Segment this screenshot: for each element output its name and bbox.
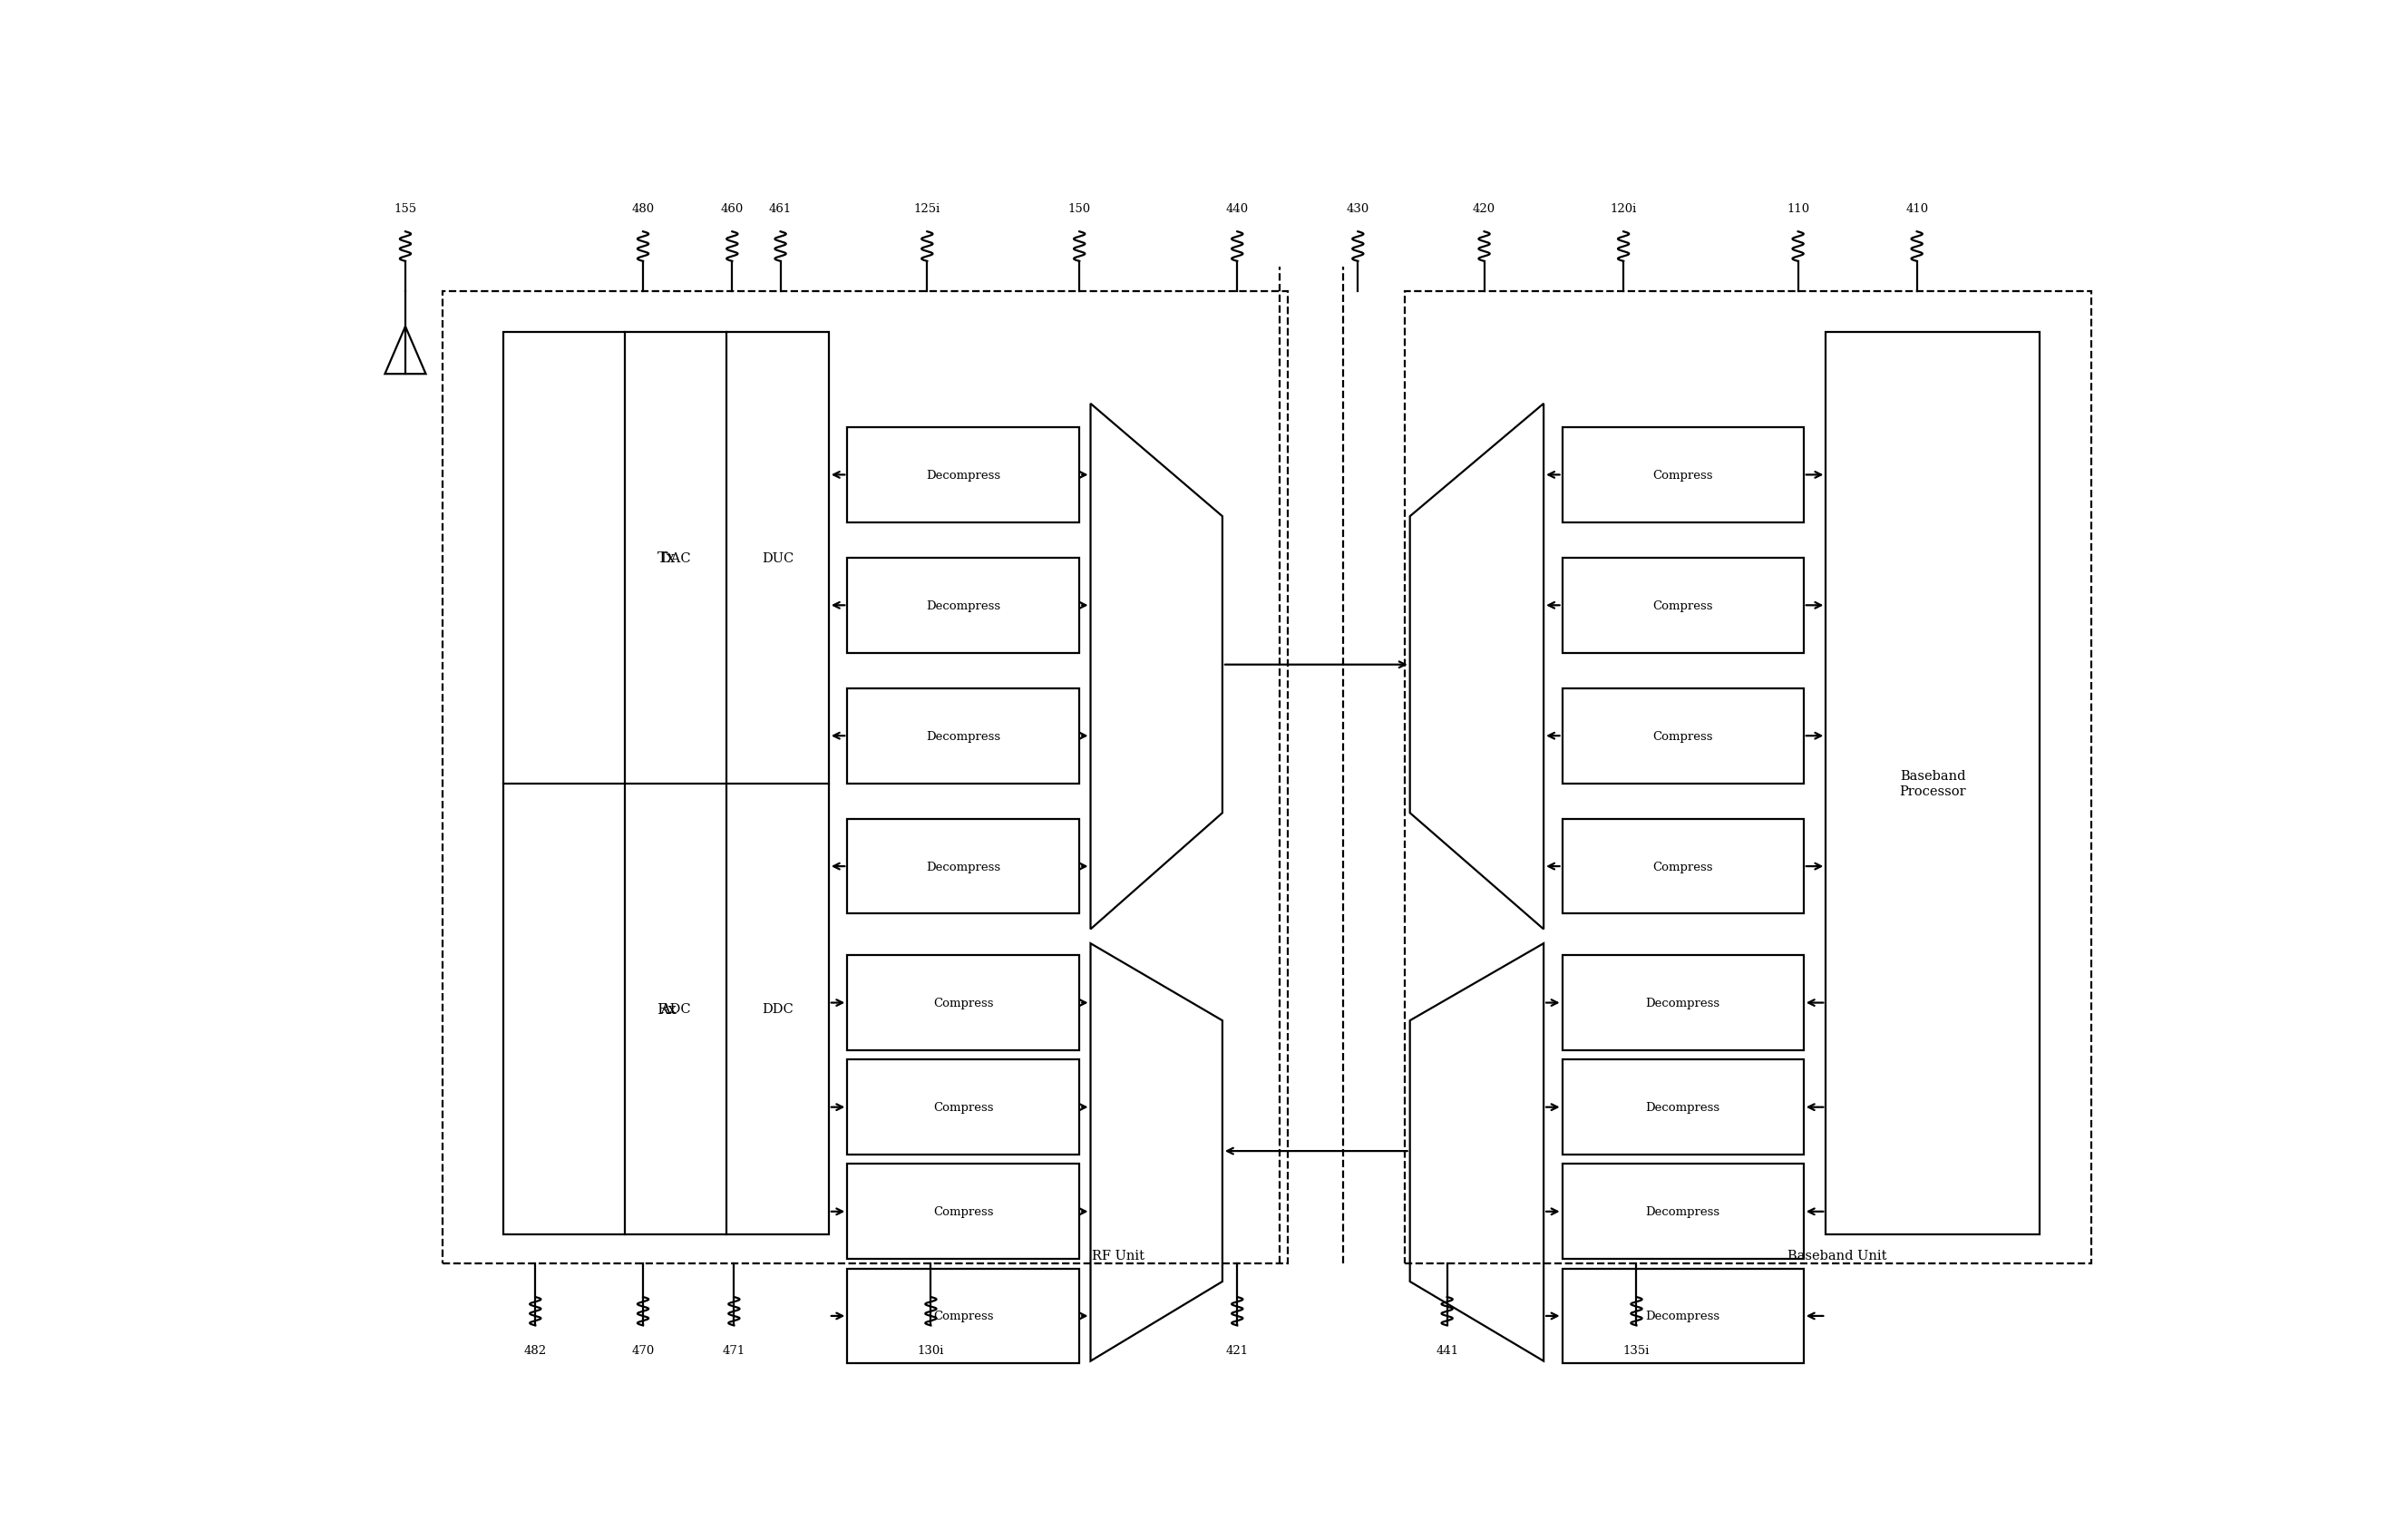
Bar xyxy=(1826,333,2039,1234)
Text: 440: 440 xyxy=(1227,203,1248,214)
Text: Decompress: Decompress xyxy=(1646,996,1720,1009)
Text: DDC: DDC xyxy=(762,1003,793,1015)
Text: Rx: Rx xyxy=(657,1001,676,1016)
Bar xyxy=(1562,1164,1804,1260)
Text: 430: 430 xyxy=(1347,203,1371,214)
Text: Decompress: Decompress xyxy=(1646,1206,1720,1218)
Text: Compress: Compress xyxy=(932,996,994,1009)
Text: DAC: DAC xyxy=(661,551,690,565)
Text: 420: 420 xyxy=(1474,203,1495,214)
Bar xyxy=(503,333,829,1234)
Text: 461: 461 xyxy=(769,203,793,214)
Bar xyxy=(443,291,1287,1264)
Bar xyxy=(1562,428,1804,522)
Text: 441: 441 xyxy=(1435,1344,1459,1357)
Text: Decompress: Decompress xyxy=(927,601,1002,611)
Text: Decompress: Decompress xyxy=(927,730,1002,742)
Text: DUC: DUC xyxy=(762,551,793,565)
Text: 410: 410 xyxy=(1905,203,1929,214)
Text: 471: 471 xyxy=(724,1344,745,1357)
Text: Compress: Compress xyxy=(1653,601,1713,611)
Bar xyxy=(1562,819,1804,915)
Text: Decompress: Decompress xyxy=(927,861,1002,873)
Text: Compress: Compress xyxy=(1653,470,1713,480)
Text: Decompress: Decompress xyxy=(927,470,1002,480)
Text: Compress: Compress xyxy=(932,1206,994,1218)
Bar xyxy=(1562,688,1804,784)
Bar xyxy=(848,819,1078,915)
Text: RF Unit: RF Unit xyxy=(1093,1249,1145,1261)
Bar xyxy=(848,428,1078,522)
Text: Tx: Tx xyxy=(657,551,676,567)
Bar xyxy=(1404,291,2092,1264)
Text: 421: 421 xyxy=(1227,1344,1248,1357)
Text: 110: 110 xyxy=(1787,203,1809,214)
Text: Baseband Unit: Baseband Unit xyxy=(1787,1249,1888,1261)
Bar xyxy=(848,559,1078,653)
Text: 120i: 120i xyxy=(1610,203,1636,214)
Text: 460: 460 xyxy=(721,203,743,214)
Text: Compress: Compress xyxy=(1653,730,1713,742)
Text: ADC: ADC xyxy=(661,1003,690,1015)
Text: Baseband
Processor: Baseband Processor xyxy=(1900,770,1967,798)
Text: 150: 150 xyxy=(1069,203,1090,214)
Text: 155: 155 xyxy=(393,203,417,214)
Text: Compress: Compress xyxy=(1653,861,1713,873)
Bar xyxy=(848,1164,1078,1260)
Bar xyxy=(1562,1269,1804,1363)
Bar xyxy=(1562,955,1804,1050)
Bar xyxy=(848,1269,1078,1363)
Text: Decompress: Decompress xyxy=(1646,1311,1720,1321)
Text: 470: 470 xyxy=(633,1344,654,1357)
Bar xyxy=(1562,559,1804,653)
Text: Decompress: Decompress xyxy=(1646,1101,1720,1113)
Bar xyxy=(1562,1060,1804,1155)
Text: 125i: 125i xyxy=(913,203,939,214)
Text: Compress: Compress xyxy=(932,1311,994,1321)
Text: 480: 480 xyxy=(633,203,654,214)
Text: 135i: 135i xyxy=(1622,1344,1651,1357)
Bar xyxy=(848,688,1078,784)
Text: 130i: 130i xyxy=(918,1344,944,1357)
Text: 482: 482 xyxy=(525,1344,546,1357)
Bar xyxy=(848,1060,1078,1155)
Bar xyxy=(848,955,1078,1050)
Text: Compress: Compress xyxy=(932,1101,994,1113)
